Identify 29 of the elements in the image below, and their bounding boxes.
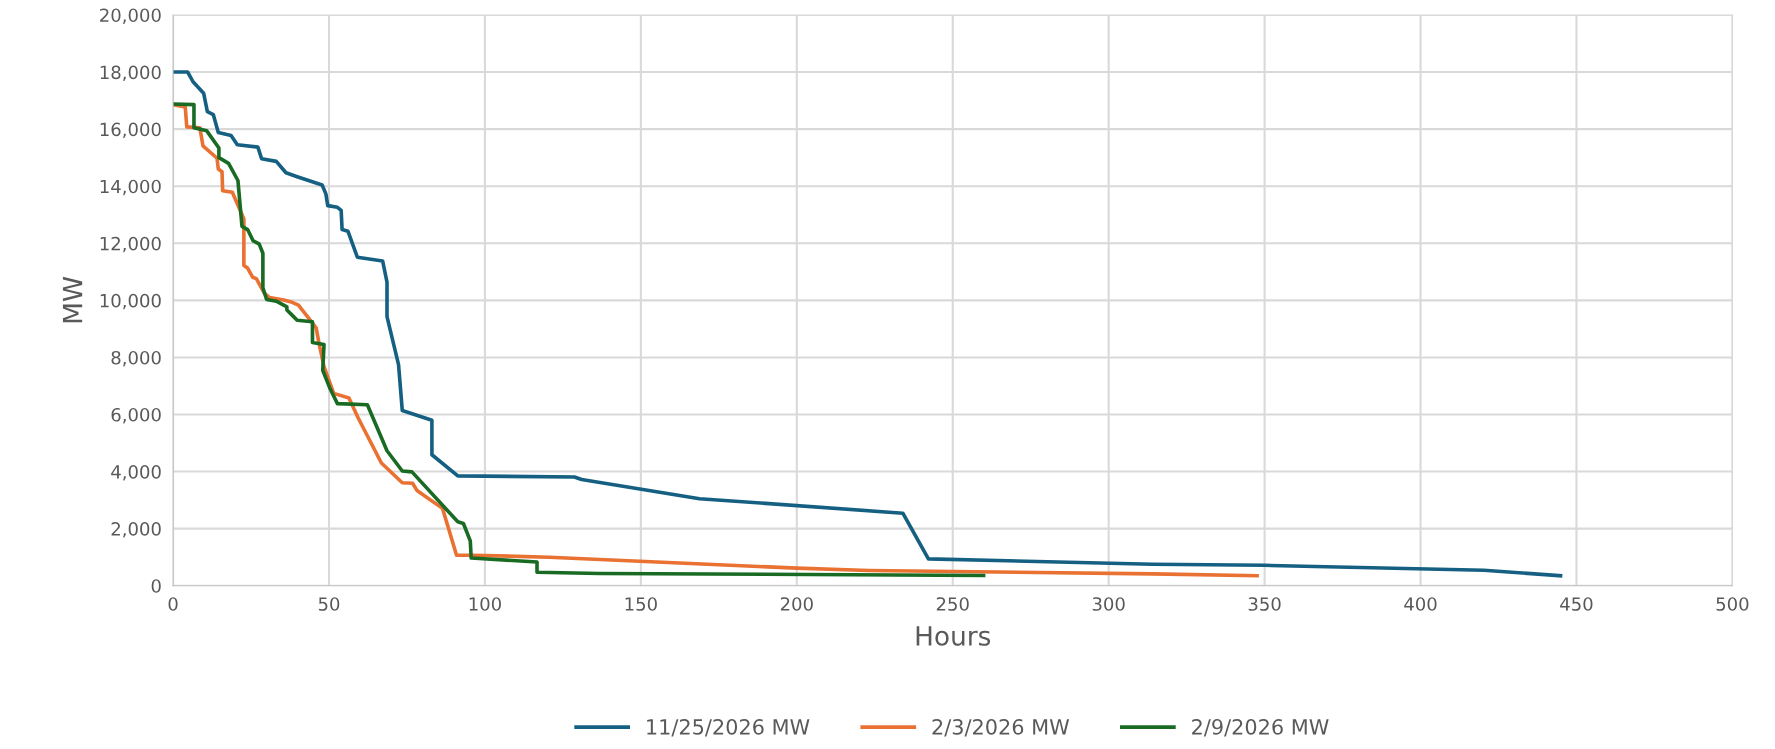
- line-series: [173, 102, 986, 578]
- legend-label: 2/3/2026 MW: [932, 718, 1070, 737]
- x-tick-label: 100: [469, 597, 501, 611]
- x-tick-label: 250: [936, 597, 969, 611]
- line-series: [173, 70, 1563, 578]
- y-tick-label: 12,000: [100, 236, 161, 253]
- x-tick-label: 300: [1092, 597, 1125, 611]
- y-tick-label: 16,000: [100, 122, 161, 139]
- x-tick-label: 400: [1404, 597, 1437, 611]
- y-axis-title: MW: [62, 276, 83, 323]
- x-tick-label: 0: [168, 597, 178, 611]
- y-tick-label: 14,000: [100, 179, 161, 196]
- y-tick-label: 0: [151, 579, 161, 593]
- x-axis-title: Hours: [916, 626, 991, 646]
- y-tick-label: 6,000: [111, 407, 161, 424]
- x-tick-label: 200: [780, 597, 813, 611]
- y-tick-label: 4,000: [111, 465, 161, 481]
- x-tick-label: 450: [1560, 597, 1593, 611]
- y-tick-label: 10,000: [100, 293, 161, 310]
- y-tick-label: 8,000: [111, 350, 161, 367]
- x-tick-label: 500: [1716, 597, 1749, 611]
- legend-label: 11/25/2026 MW: [647, 718, 810, 737]
- legend-label: 2/9/2026 MW: [1192, 718, 1329, 737]
- x-tick-label: 50: [318, 597, 340, 611]
- y-tick-label: 2,000: [111, 522, 161, 538]
- y-tick-label: 18,000: [100, 65, 161, 82]
- x-tick-label: 150: [625, 597, 657, 611]
- x-tick-label: 350: [1248, 597, 1281, 611]
- y-tick-label: 20,000: [100, 8, 161, 24]
